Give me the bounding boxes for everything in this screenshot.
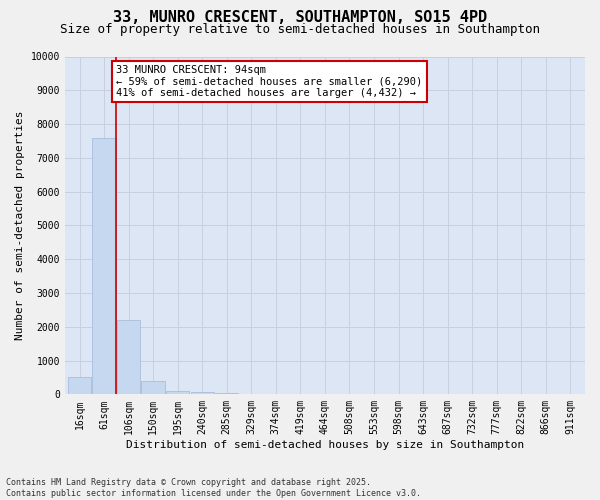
X-axis label: Distribution of semi-detached houses by size in Southampton: Distribution of semi-detached houses by … (126, 440, 524, 450)
Text: Size of property relative to semi-detached houses in Southampton: Size of property relative to semi-detach… (60, 22, 540, 36)
Bar (92, 138, 116, 394)
Text: 33, MUNRO CRESCENT, SOUTHAMPTON, SO15 4PD: 33, MUNRO CRESCENT, SOUTHAMPTON, SO15 4P… (113, 10, 487, 25)
Bar (191, 392, 214, 394)
Text: Contains HM Land Registry data © Crown copyright and database right 2025.
Contai: Contains HM Land Registry data © Crown c… (6, 478, 421, 498)
Bar (68, 378, 91, 394)
Y-axis label: Number of semi-detached properties: Number of semi-detached properties (15, 110, 25, 340)
Bar (166, 390, 190, 394)
Bar (117, 320, 140, 394)
Bar (142, 381, 165, 394)
Text: 33 MUNRO CRESCENT: 94sqm
← 59% of semi-detached houses are smaller (6,290)
41% o: 33 MUNRO CRESCENT: 94sqm ← 59% of semi-d… (116, 65, 422, 98)
